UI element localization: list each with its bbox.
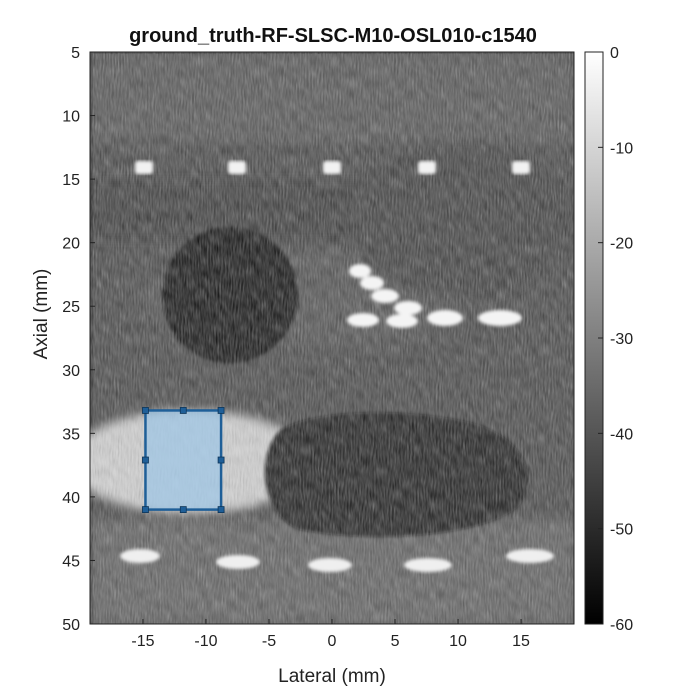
- roi-rectangle[interactable]: [144, 409, 223, 511]
- colorbar-tick-label: -60: [610, 617, 633, 634]
- roi-resize-handle[interactable]: [142, 407, 149, 414]
- colorbar-tick-label: 0: [610, 45, 619, 62]
- y-tick-label: 20: [62, 236, 80, 253]
- y-tick-label: 5: [71, 45, 80, 62]
- roi-resize-handle[interactable]: [179, 407, 187, 414]
- roi-resize-handle[interactable]: [217, 407, 225, 414]
- colorbar-tick-label: -10: [610, 140, 633, 157]
- point-targets-row-top: [135, 161, 530, 174]
- y-axis-label: Axial (mm): [31, 269, 52, 360]
- colorbar-tick-label: -20: [610, 236, 633, 253]
- x-axis-label: Lateral (mm): [278, 666, 386, 687]
- roi-resize-handle[interactable]: [179, 506, 187, 514]
- y-tick-label: 25: [62, 299, 80, 316]
- x-tick-label: -5: [262, 633, 276, 650]
- roi-selection-box[interactable]: [142, 407, 225, 514]
- ultrasound-image: [90, 52, 574, 624]
- point-targets-row-bottom: [120, 549, 554, 572]
- point-target-cluster: [347, 264, 522, 328]
- roi-resize-handle[interactable]: [142, 506, 149, 514]
- x-tick-label: 0: [328, 633, 337, 650]
- x-tick-label: -15: [131, 633, 154, 650]
- roi-resize-handle[interactable]: [217, 506, 225, 514]
- x-tick-label: 15: [512, 633, 530, 650]
- colorbar-ticks: 0 -10 -20 -30 -40 -50 -60: [598, 45, 633, 634]
- roi-resize-handle[interactable]: [217, 456, 225, 464]
- chart-title: ground_truth-RF-SLSC-M10-OSL010-c1540: [129, 25, 537, 47]
- colorbar-tick-label: -50: [610, 522, 633, 539]
- y-tick-label: 40: [62, 490, 80, 507]
- y-tick-label: 50: [62, 617, 80, 634]
- x-tick-label: 5: [391, 633, 400, 650]
- x-tick-label: -10: [194, 633, 217, 650]
- y-axis: 5 10 15 20 25 30 35 40 45 50: [62, 45, 95, 634]
- y-tick-label: 10: [62, 109, 80, 126]
- y-tick-label: 30: [62, 363, 80, 380]
- y-tick-label: 15: [62, 172, 80, 189]
- y-tick-label: 35: [62, 426, 80, 443]
- roi-resize-handle[interactable]: [142, 456, 149, 464]
- x-tick-label: 10: [449, 633, 467, 650]
- y-tick-label: 45: [62, 553, 80, 570]
- x-axis: -15 -10 -5 0 5 10 15: [131, 619, 530, 650]
- colorbar-tick-label: -40: [610, 426, 633, 443]
- colorbar-tick-label: -30: [610, 331, 633, 348]
